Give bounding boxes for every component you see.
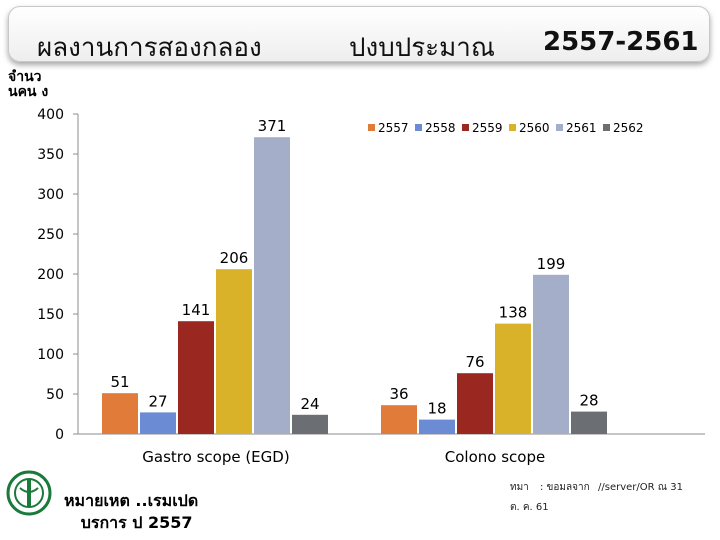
footnote: หมายเหต ..เรมเปด บรการ ป 2557 <box>64 491 199 532</box>
bar <box>571 411 607 434</box>
data-label: 36 <box>389 385 408 403</box>
bar <box>381 405 417 434</box>
title-years: 2557-2561 <box>543 27 699 57</box>
ministry-logo-icon <box>6 470 52 516</box>
data-label: 199 <box>537 255 566 273</box>
legend-swatch <box>415 124 422 131</box>
legend-swatch <box>509 124 516 131</box>
bar <box>102 393 138 434</box>
source-label: ทมา <box>510 482 529 493</box>
legend-swatch <box>368 124 375 131</box>
category-label: Colono scope <box>445 448 545 466</box>
y-tick-label: 250 <box>37 227 64 243</box>
y-tick-label: 0 <box>55 427 64 443</box>
data-label: 371 <box>258 117 287 135</box>
source-path: //server/OR ณ 31 <box>598 482 683 493</box>
y-tick-label: 100 <box>37 347 64 363</box>
bar <box>533 274 569 434</box>
data-label: 27 <box>148 392 167 410</box>
legend-label: 2557 <box>378 121 409 135</box>
data-label: 138 <box>499 304 528 322</box>
bar <box>178 321 214 434</box>
legend-label: 2558 <box>425 121 456 135</box>
data-label: 28 <box>579 392 598 410</box>
bar <box>292 414 328 434</box>
legend-label: 2562 <box>613 121 644 135</box>
bar <box>419 419 455 434</box>
bar <box>457 373 493 434</box>
y-tick-label: 50 <box>46 387 64 403</box>
data-label: 18 <box>427 400 446 418</box>
title-part-2: ปงบประมาณ <box>349 33 495 63</box>
bar <box>216 269 252 434</box>
data-label: 141 <box>182 301 211 319</box>
y-tick-label: 400 <box>37 107 64 123</box>
legend-label: 2559 <box>472 121 503 135</box>
bar <box>495 323 531 434</box>
data-label: 76 <box>465 353 484 371</box>
title-part-1: ผลงานการสองกลอง <box>37 33 262 63</box>
y-tick-label: 200 <box>37 267 64 283</box>
legend-swatch <box>603 124 610 131</box>
data-label: 206 <box>220 249 249 267</box>
y-tick-label: 350 <box>37 147 64 163</box>
bar <box>254 137 290 434</box>
y-axis-label: จำนว นคน ง <box>8 69 49 100</box>
legend-label: 2560 <box>519 121 550 135</box>
bar <box>140 412 176 434</box>
legend-swatch <box>556 124 563 131</box>
category-label: Gastro scope (EGD) <box>142 448 289 466</box>
legend-label: 2561 <box>566 121 597 135</box>
source-date: ต. ค. 61 <box>510 502 549 513</box>
title-banner: ผลงานการสองกลอง ปงบประมาณ 2557-2561 <box>8 6 710 63</box>
y-tick-label: 150 <box>37 307 64 323</box>
source-prefix: : ขอมลจาก <box>540 482 590 493</box>
data-label: 24 <box>300 395 319 413</box>
data-label: 51 <box>110 373 129 391</box>
legend-swatch <box>462 124 469 131</box>
y-tick-label: 300 <box>37 187 64 203</box>
